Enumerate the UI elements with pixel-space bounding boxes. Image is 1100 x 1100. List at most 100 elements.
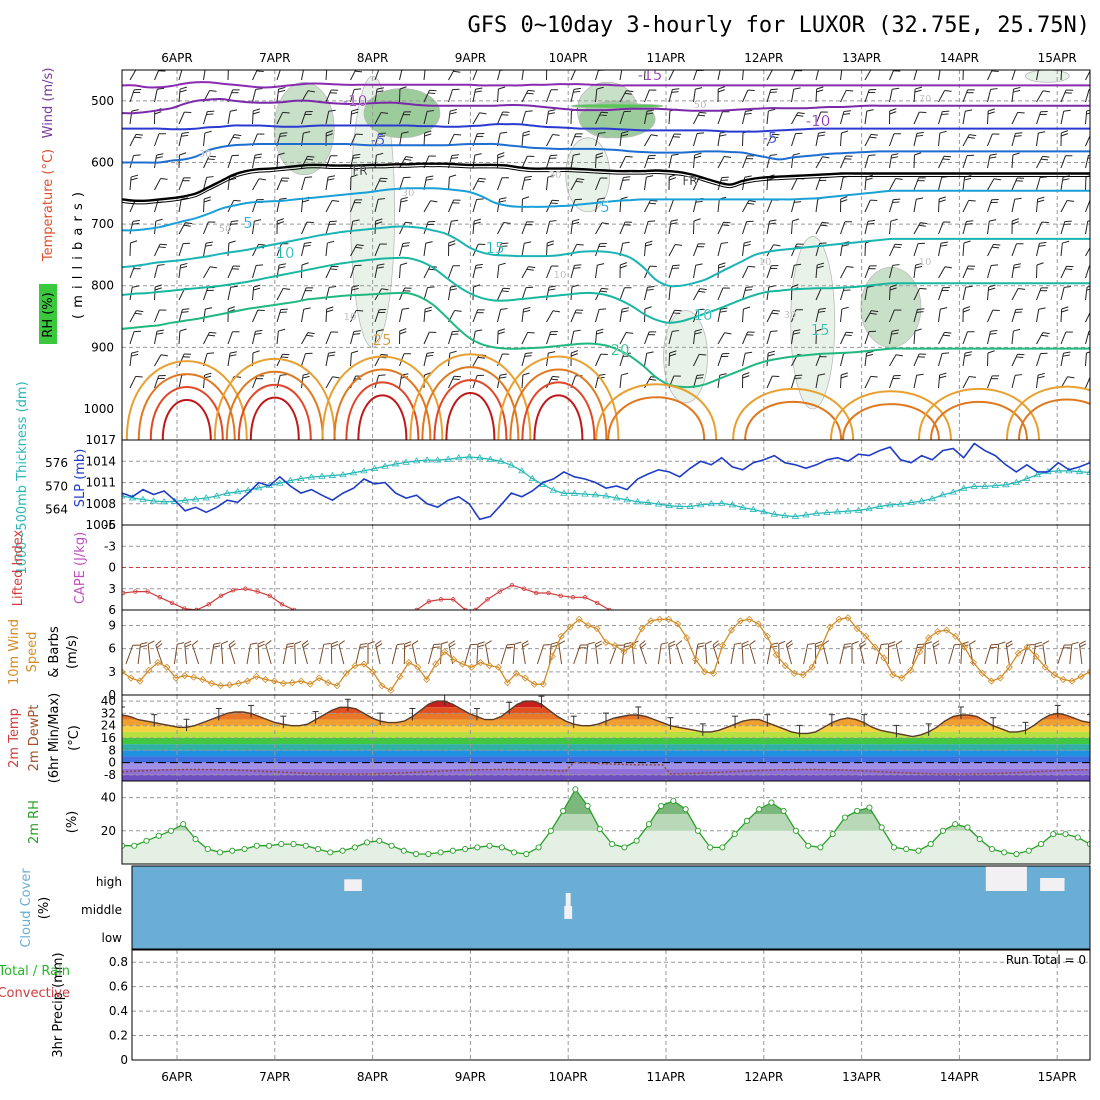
contour-label: 10 xyxy=(693,306,712,324)
wind-barb-feather xyxy=(526,92,534,95)
wind-barb-feather xyxy=(721,66,728,67)
wind-barb-staff xyxy=(1036,133,1039,147)
wind-barb-staff xyxy=(129,376,137,389)
wind-barb-feather xyxy=(332,200,340,202)
wind-barb-staff xyxy=(668,331,673,345)
wind-barb-feather xyxy=(475,266,483,269)
wind-barb-feather xyxy=(742,372,750,376)
wind-barb-feather xyxy=(818,131,826,134)
wind-barb-feather xyxy=(424,133,432,137)
wind10m-marker xyxy=(512,669,520,677)
wind-barb-feather xyxy=(326,130,333,134)
wind-barb xyxy=(1036,332,1050,345)
wind10m-barb xyxy=(210,642,221,665)
wind-barb-staff xyxy=(938,287,944,301)
wind-barb xyxy=(644,376,658,389)
wind-barb-staff xyxy=(987,199,993,213)
top-date-label: 15APR xyxy=(1038,51,1077,65)
wind-barb-staff xyxy=(938,111,943,125)
wind-barb-staff xyxy=(766,199,773,213)
top-date-label: 6APR xyxy=(161,51,192,65)
wind10m-marker xyxy=(638,624,646,633)
wind-barb-feather xyxy=(942,158,950,160)
wind-barb-feather xyxy=(916,311,924,313)
wind-barb-feather xyxy=(600,111,609,114)
wind-barb-feather xyxy=(547,174,555,178)
thickness-marker xyxy=(181,496,189,503)
wind-barb-feather xyxy=(305,176,313,179)
wind-barb-feather xyxy=(1091,310,1098,311)
wind-barb-feather xyxy=(846,266,854,268)
wind10m-barb-feather xyxy=(676,640,683,646)
wind-barb-feather xyxy=(890,156,899,159)
wind-barb-feather xyxy=(816,265,824,269)
wind-barb-feather xyxy=(939,375,947,379)
contour-label: -5 xyxy=(763,129,778,147)
precip-tick-label: 0 xyxy=(120,1053,128,1067)
lifted-index-marker xyxy=(182,606,187,610)
wind10m-marker xyxy=(620,648,628,656)
wind-barb xyxy=(693,111,707,125)
wind-barb xyxy=(448,240,456,257)
wind-barb-staff xyxy=(203,266,211,279)
wind-barb-staff xyxy=(350,199,356,213)
wind-barb xyxy=(178,308,190,323)
wind-barb-staff xyxy=(766,265,772,279)
wind10m-barb xyxy=(403,641,412,665)
wind10m-marker xyxy=(450,655,458,664)
wind-barb xyxy=(962,331,975,345)
wind-barb xyxy=(717,287,730,301)
wind10m-barb xyxy=(859,640,867,665)
wind-barb xyxy=(717,373,727,389)
pressure-tick-label: 900 xyxy=(91,340,114,354)
wind-barb-staff xyxy=(889,221,892,235)
wind-barb xyxy=(889,218,898,235)
wind-barb xyxy=(203,176,214,191)
wind-barb-feather xyxy=(646,288,654,291)
wind-barb-feather xyxy=(869,312,877,315)
wind-barb xyxy=(203,307,213,323)
wind10m-barb-feather xyxy=(213,645,221,648)
wind10m-barb-staff xyxy=(594,644,599,665)
wind-barb-staff xyxy=(815,111,822,125)
wind-barb-staff xyxy=(301,332,309,345)
wind-barb xyxy=(448,330,460,345)
wind-barb-feather xyxy=(772,133,780,136)
wind-barb-feather xyxy=(182,308,190,310)
wind-barb xyxy=(1011,197,1022,213)
wind-barb xyxy=(178,262,188,279)
wind-barb xyxy=(595,152,603,169)
wind-barb-staff xyxy=(889,375,895,389)
contour-label: 25 xyxy=(372,331,391,349)
wind-barb-staff xyxy=(913,243,919,257)
contour-label: 5 xyxy=(600,198,610,216)
wind-barb-feather xyxy=(623,176,631,178)
wind10m-barb-staff xyxy=(210,644,215,665)
wind10m-barb-staff xyxy=(137,644,142,665)
wind10m-marker xyxy=(136,677,144,685)
thickness-marker xyxy=(1065,467,1073,474)
contour-label: 10 xyxy=(275,244,294,262)
rh2m-marker xyxy=(694,827,701,834)
rh2m-marker xyxy=(1050,831,1057,838)
wind-barb-staff xyxy=(1060,221,1066,235)
wind-barb-feather xyxy=(1089,71,1090,72)
wind-barb xyxy=(1036,221,1049,235)
wind-barb xyxy=(399,86,407,103)
wind-barb xyxy=(766,330,778,345)
wind-barb-staff xyxy=(301,287,307,301)
thickness-marker xyxy=(1054,467,1063,474)
wind-barb xyxy=(497,222,511,235)
wind-barb-staff xyxy=(129,177,132,191)
wind10m-barb-feather xyxy=(822,640,829,646)
wind10m-barb-feather xyxy=(742,643,749,648)
wind-barb-staff xyxy=(938,375,941,389)
wind-barb xyxy=(595,373,606,389)
warm-contour xyxy=(249,396,300,440)
wind-barb-staff xyxy=(399,199,402,213)
wind-barb xyxy=(742,306,751,323)
wind-barb-feather xyxy=(475,263,483,266)
wind-barb-feather xyxy=(279,197,287,200)
wind-barb xyxy=(276,218,284,235)
